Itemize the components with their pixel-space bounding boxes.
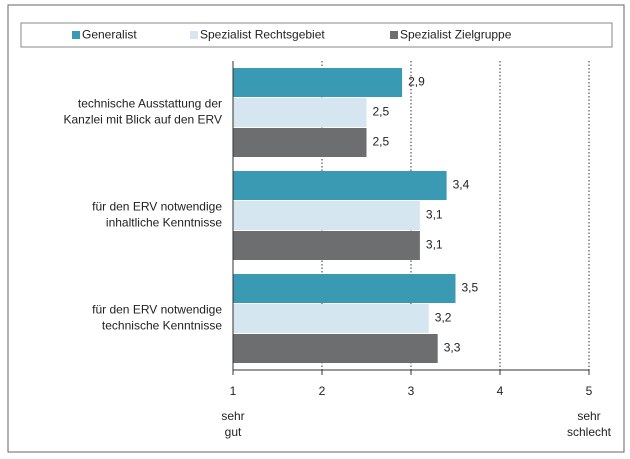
bar — [233, 201, 420, 230]
legend-label: Generalist — [82, 28, 137, 42]
x-tick-label: 3 — [408, 384, 415, 398]
value-label: 3,3 — [444, 341, 461, 355]
category-label: für den ERV notwendige inhaltliche Kenntn… — [92, 200, 222, 230]
value-label: 3,2 — [435, 311, 452, 325]
legend-swatch — [390, 31, 398, 39]
value-label: 3,1 — [426, 238, 443, 252]
x-tick-label: 4 — [497, 384, 504, 398]
category-label: für den ERV notwendige technische Kenntni… — [92, 303, 222, 333]
x-tick-label: 1 — [230, 384, 237, 398]
legend-label: Spezialist Zielgruppe — [400, 28, 512, 42]
value-label: 2,5 — [373, 105, 390, 119]
bar — [233, 231, 420, 260]
value-label: 3,1 — [426, 208, 443, 222]
x-tick-label: 5 — [586, 384, 593, 398]
bar — [233, 274, 456, 303]
bar — [233, 68, 403, 97]
legend-box — [20, 22, 613, 48]
legend-swatch — [190, 31, 198, 39]
value-label: 3,5 — [462, 281, 479, 295]
axis-annotation: sehr schlecht — [567, 409, 612, 439]
bar — [233, 98, 367, 127]
bar — [233, 304, 429, 333]
bar — [233, 128, 367, 157]
legend-label: Spezialist Rechtsgebiet — [200, 28, 325, 42]
bar — [233, 171, 447, 200]
value-label: 3,4 — [453, 178, 470, 192]
category-label: technische Ausstattung der Kanzlei mit Bl… — [63, 97, 222, 127]
legend-swatch — [72, 31, 80, 39]
axis-annotation: sehr gut — [221, 409, 244, 439]
value-label: 2,5 — [373, 135, 390, 149]
bar — [233, 334, 438, 363]
value-label: 2,9 — [408, 75, 425, 89]
x-tick-label: 2 — [319, 384, 326, 398]
